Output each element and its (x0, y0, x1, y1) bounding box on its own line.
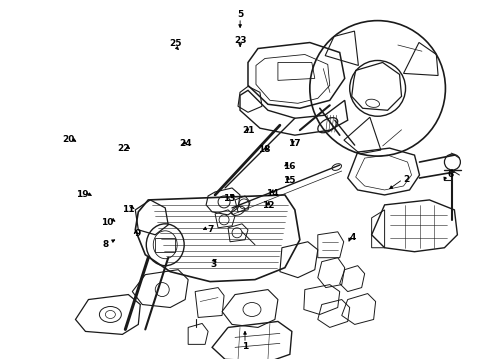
Text: 4: 4 (349, 233, 356, 242)
Text: 21: 21 (243, 126, 255, 135)
Text: 12: 12 (262, 201, 275, 210)
Text: 23: 23 (234, 36, 246, 45)
Text: 13: 13 (223, 194, 236, 203)
Text: 9: 9 (134, 229, 141, 238)
Text: 6: 6 (447, 170, 453, 179)
Text: 15: 15 (283, 176, 295, 185)
Text: 24: 24 (179, 139, 192, 148)
Text: 11: 11 (122, 205, 135, 214)
Text: 10: 10 (101, 218, 113, 227)
Text: 22: 22 (118, 144, 130, 153)
Text: 19: 19 (76, 190, 89, 199)
Text: 3: 3 (210, 260, 217, 269)
Text: 2: 2 (403, 175, 409, 184)
Text: 17: 17 (288, 139, 300, 148)
Text: 5: 5 (237, 10, 243, 19)
Text: 7: 7 (208, 225, 214, 234)
Text: 14: 14 (266, 189, 278, 198)
Text: 16: 16 (283, 162, 295, 171)
Text: 18: 18 (258, 145, 271, 154)
Text: 20: 20 (62, 135, 74, 144)
Text: 1: 1 (242, 342, 248, 351)
Text: 25: 25 (170, 39, 182, 48)
Text: 8: 8 (102, 240, 109, 249)
